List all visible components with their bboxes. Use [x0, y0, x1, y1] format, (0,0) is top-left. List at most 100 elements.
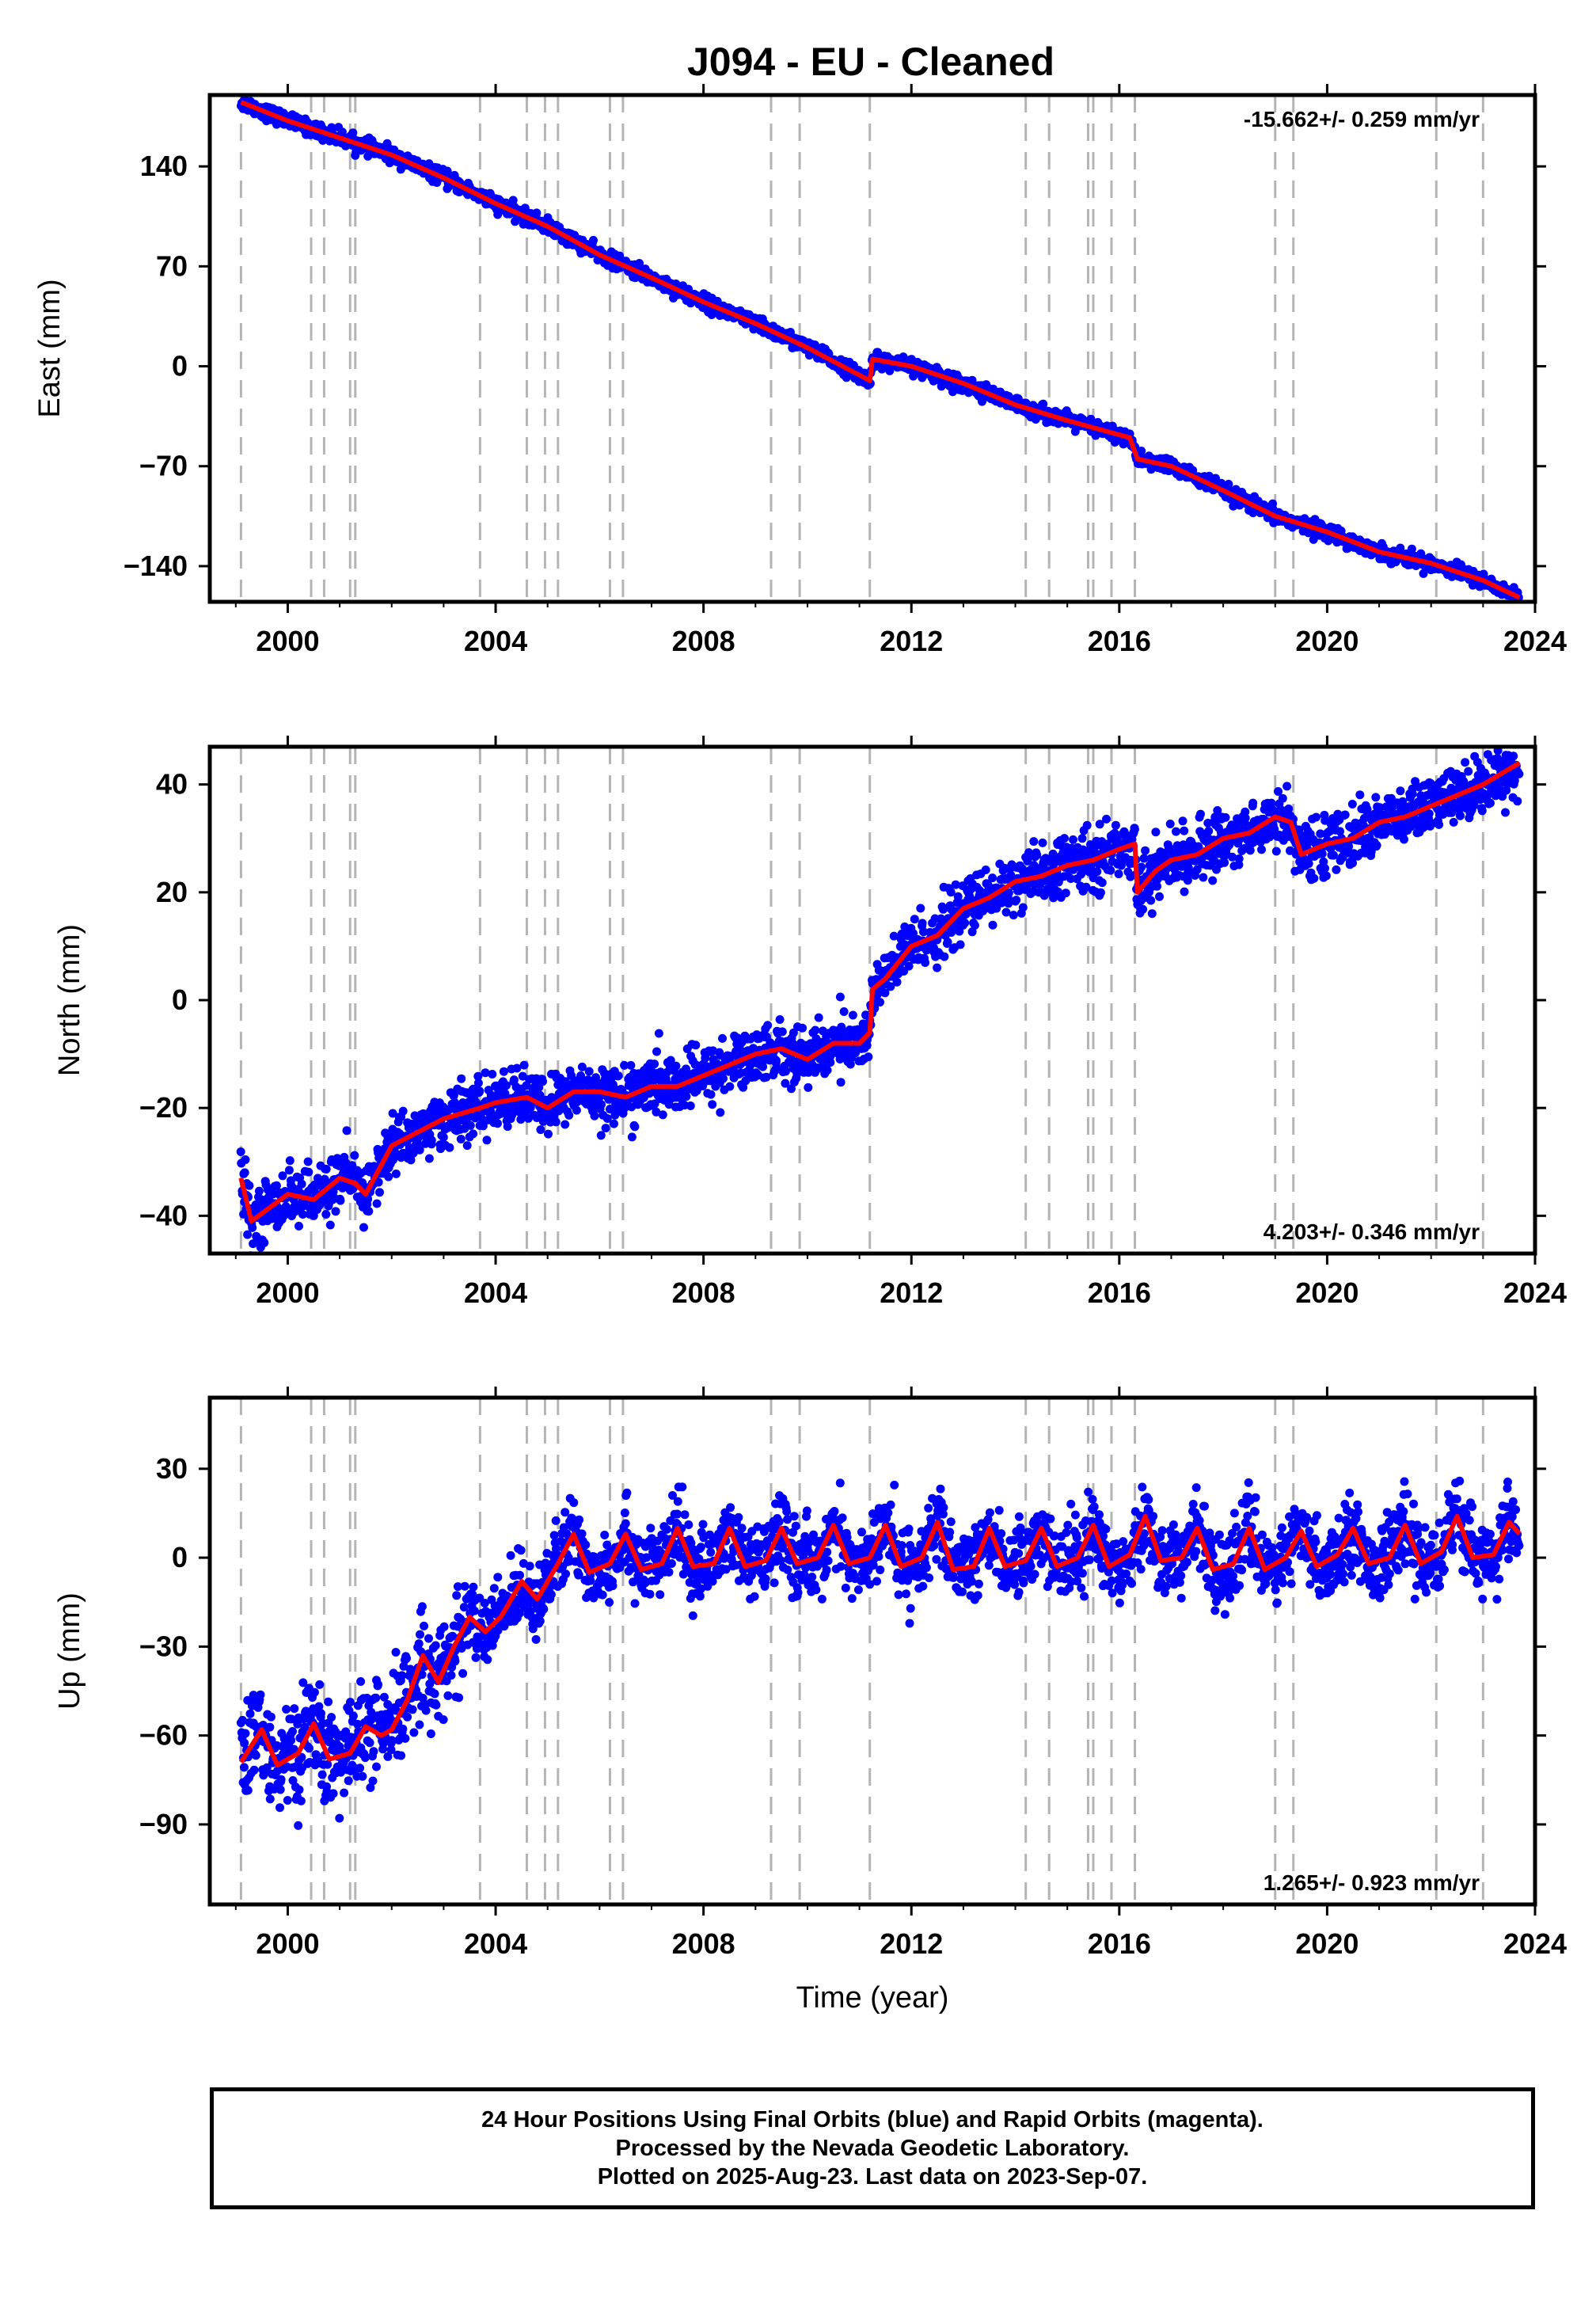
data-point	[384, 1172, 393, 1181]
data-point	[1241, 813, 1250, 823]
data-point	[248, 1223, 257, 1232]
data-point	[1213, 806, 1222, 815]
data-point	[943, 938, 952, 947]
data-points	[236, 747, 1524, 1254]
data-point	[1029, 837, 1039, 847]
data-point	[786, 328, 795, 337]
data-point	[254, 1186, 264, 1196]
data-point	[457, 1074, 466, 1083]
data-point	[602, 1114, 612, 1123]
data-point	[781, 1067, 790, 1076]
data-point	[708, 1100, 717, 1109]
data-point	[260, 1238, 269, 1247]
data-point	[892, 977, 902, 987]
x-tick-label: 2008	[672, 625, 735, 657]
data-point	[1204, 827, 1214, 835]
data-point	[1001, 907, 1011, 917]
data-point	[1340, 810, 1350, 820]
data-point	[1069, 835, 1077, 844]
data-point	[1282, 782, 1292, 791]
data-point	[626, 1060, 636, 1070]
plot-area	[236, 747, 1524, 1254]
panel-0: 2000 2004 2008 2012 2016 2020 2024−140−7007014…	[33, 84, 1567, 657]
data-point	[294, 1221, 303, 1231]
data-point	[321, 1165, 331, 1174]
data-point	[408, 1148, 418, 1158]
y-tick-label: −70	[139, 450, 188, 482]
data-point	[960, 919, 970, 927]
data-point	[654, 1029, 663, 1038]
data-point	[1130, 824, 1139, 834]
data-point	[415, 1145, 424, 1155]
y-tick-label: 0	[172, 350, 188, 382]
x-tick-label: 2012	[880, 625, 943, 657]
data-point	[1221, 812, 1230, 822]
data-point	[551, 1117, 560, 1127]
data-point	[1199, 873, 1208, 882]
data-point	[462, 1141, 472, 1151]
data-point	[597, 1100, 606, 1109]
data-point	[1321, 871, 1331, 881]
data-point	[1271, 847, 1281, 856]
data-point	[725, 1082, 735, 1091]
data-point	[481, 1068, 490, 1078]
data-point	[951, 880, 960, 889]
data-point	[876, 998, 884, 1007]
x-tick-label: 2016	[1088, 625, 1151, 657]
data-point	[236, 1147, 245, 1156]
data-point	[864, 1052, 873, 1062]
data-point	[988, 873, 998, 883]
data-point	[758, 1062, 768, 1071]
data-point	[272, 1181, 281, 1190]
data-point	[342, 1126, 352, 1136]
y-axis-label: East (mm)	[33, 279, 66, 417]
data-point	[835, 992, 845, 1002]
data-point	[1178, 816, 1188, 826]
data-point	[1077, 834, 1087, 843]
data-point	[1245, 846, 1255, 855]
data-point	[1225, 840, 1234, 850]
data-point	[889, 931, 899, 941]
data-point	[589, 235, 598, 245]
data-point	[962, 909, 971, 919]
data-point	[1029, 861, 1039, 870]
data-point	[848, 1010, 857, 1020]
data-point	[519, 1060, 529, 1070]
x-tick-label: 2024	[1503, 625, 1567, 657]
data-point	[981, 866, 990, 874]
data-point	[596, 1131, 606, 1140]
data-point	[1234, 854, 1244, 863]
plot-frame	[207, 93, 1537, 604]
data-point	[691, 1041, 701, 1050]
data-point	[486, 1106, 496, 1116]
data-point	[1332, 865, 1341, 874]
data-point	[988, 920, 998, 930]
data-point	[1039, 399, 1048, 409]
data-point	[1317, 849, 1327, 858]
data-point	[544, 1129, 553, 1139]
data-point	[424, 1154, 434, 1163]
data-point	[1183, 876, 1192, 885]
data-point	[1137, 447, 1146, 455]
data-point	[391, 1169, 401, 1178]
data-point	[1312, 812, 1320, 822]
data-point	[388, 1109, 397, 1118]
data-point	[919, 927, 928, 937]
data-point	[240, 1168, 249, 1178]
data-point	[1284, 804, 1294, 813]
data-point	[1102, 814, 1111, 824]
data-point	[364, 1207, 374, 1216]
data-point	[763, 1021, 773, 1030]
data-point	[1038, 838, 1047, 847]
data-point	[652, 1107, 661, 1117]
data-point	[1180, 887, 1189, 896]
data-point	[610, 1119, 618, 1128]
data-point	[946, 888, 956, 897]
data-point	[921, 958, 930, 968]
data-point	[719, 1074, 728, 1083]
data-point	[1316, 829, 1325, 839]
data-point	[614, 1071, 623, 1081]
data-point	[268, 1189, 278, 1199]
data-point	[839, 1007, 849, 1016]
